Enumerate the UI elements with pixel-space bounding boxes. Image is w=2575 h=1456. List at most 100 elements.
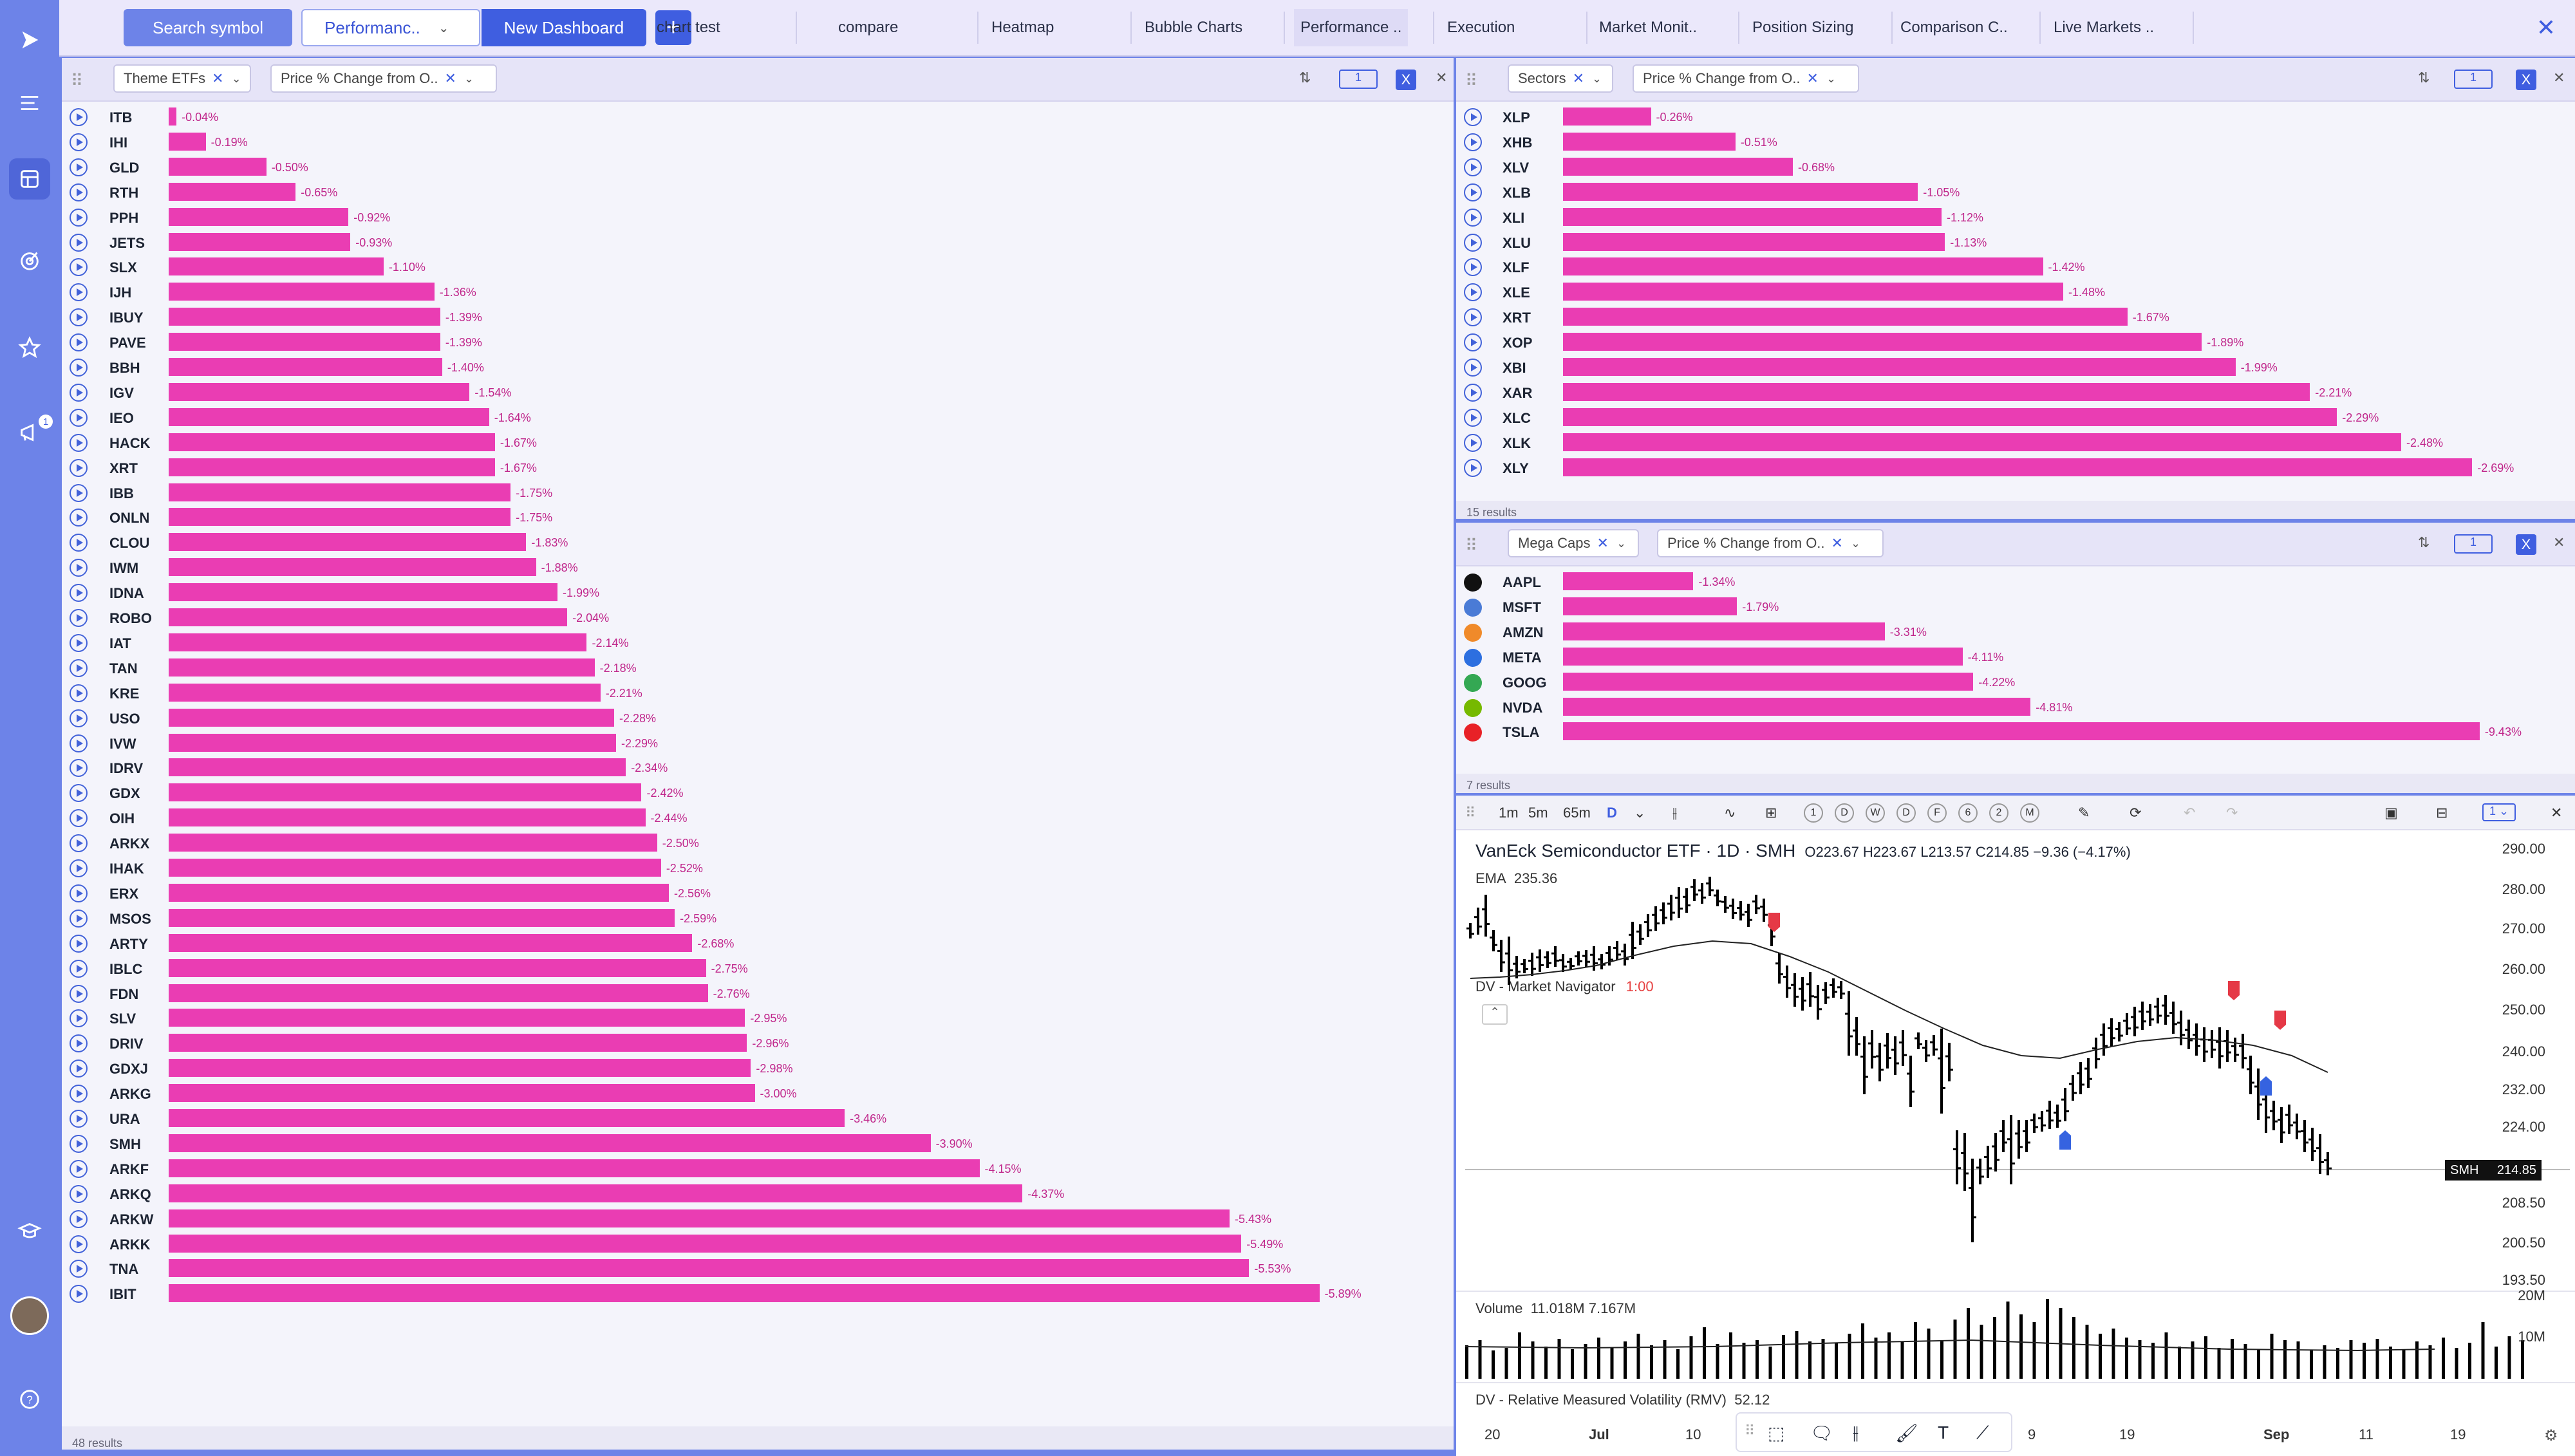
list-item[interactable]: IDNA -1.99% bbox=[62, 580, 1454, 605]
range-button[interactable]: M bbox=[2020, 803, 2039, 823]
interval-5m[interactable]: 5m bbox=[1528, 805, 1548, 821]
list-item[interactable]: MSFT -1.79% bbox=[1456, 594, 2575, 619]
list-item[interactable]: XRT -1.67% bbox=[62, 455, 1454, 480]
list-item[interactable]: ARKW -5.43% bbox=[62, 1206, 1454, 1231]
sectors-filter[interactable]: Sectors ✕ ⌄ bbox=[1508, 64, 1613, 93]
link-group-select[interactable]: 1 bbox=[2454, 534, 2493, 554]
play-icon[interactable] bbox=[1464, 359, 1482, 377]
play-icon[interactable] bbox=[1464, 308, 1482, 327]
list-item[interactable]: PPH -0.92% bbox=[62, 205, 1454, 230]
logo-play-icon[interactable] bbox=[9, 19, 50, 61]
avatar[interactable] bbox=[10, 1296, 49, 1335]
list-item[interactable]: XLI -1.12% bbox=[1456, 205, 2575, 230]
list-item[interactable]: IDRV -2.34% bbox=[62, 755, 1454, 780]
list-item[interactable]: GDX -2.42% bbox=[62, 780, 1454, 805]
play-icon[interactable] bbox=[70, 1260, 88, 1278]
price-plot[interactable] bbox=[1456, 796, 2575, 1456]
list-item[interactable]: TSLA -9.43% bbox=[1456, 719, 2575, 744]
remove-icon[interactable]: ✕ bbox=[1806, 70, 1819, 86]
list-item[interactable]: KRE -2.21% bbox=[62, 680, 1454, 705]
play-icon[interactable] bbox=[1464, 158, 1482, 176]
list-item[interactable]: XLY -2.69% bbox=[1456, 455, 2575, 480]
list-item[interactable]: XLF -1.42% bbox=[1456, 254, 2575, 279]
tab-execution[interactable]: Execution bbox=[1447, 19, 1515, 36]
list-item[interactable]: GLD -0.50% bbox=[62, 154, 1454, 180]
range-button[interactable]: F bbox=[1927, 803, 1947, 823]
range-button[interactable]: D bbox=[1896, 803, 1916, 823]
list-item[interactable]: XBI -1.99% bbox=[1456, 355, 2575, 380]
play-icon[interactable] bbox=[70, 408, 88, 427]
tab-compare[interactable]: compare bbox=[838, 19, 899, 36]
tab-bubble-charts[interactable]: Bubble Charts bbox=[1145, 19, 1243, 36]
play-icon[interactable] bbox=[70, 759, 88, 778]
play-icon[interactable] bbox=[1464, 383, 1482, 402]
play-icon[interactable] bbox=[1464, 283, 1482, 302]
drag-handle-icon[interactable]: ⠿ bbox=[1465, 536, 1478, 555]
play-icon[interactable] bbox=[70, 1184, 88, 1203]
indicators-icon[interactable]: ∿ bbox=[1724, 805, 1736, 821]
list-item[interactable]: SMH -3.90% bbox=[62, 1131, 1454, 1156]
list-item[interactable]: ARTY -2.68% bbox=[62, 931, 1454, 956]
list-item[interactable]: ARKQ -4.37% bbox=[62, 1181, 1454, 1206]
play-icon[interactable] bbox=[1464, 408, 1482, 427]
metric-filter[interactable]: Price % Change from O.. ✕ ⌄ bbox=[1657, 529, 1884, 557]
x-share-icon[interactable]: X bbox=[2516, 70, 2536, 90]
list-item[interactable]: IHAK -2.52% bbox=[62, 855, 1454, 881]
play-icon[interactable] bbox=[70, 283, 88, 302]
remove-icon[interactable]: ✕ bbox=[1572, 70, 1585, 86]
tab-market-monit-[interactable]: Market Monit.. bbox=[1599, 19, 1698, 36]
play-icon[interactable] bbox=[70, 509, 88, 527]
announcement-icon[interactable] bbox=[9, 412, 50, 453]
list-item[interactable]: IGV -1.54% bbox=[62, 380, 1454, 405]
play-icon[interactable] bbox=[70, 233, 88, 252]
x-share-icon[interactable]: X bbox=[2516, 534, 2536, 555]
list-item[interactable]: SLV -2.95% bbox=[62, 1005, 1454, 1031]
candle-tool-icon[interactable]: ⫲ bbox=[1853, 1423, 1859, 1442]
mega-caps-filter[interactable]: Mega Caps ✕ ⌄ bbox=[1508, 529, 1639, 557]
list-item[interactable]: XLV -0.68% bbox=[1456, 154, 2575, 180]
remove-icon[interactable]: ✕ bbox=[212, 70, 224, 86]
list-item[interactable]: TNA -5.53% bbox=[62, 1256, 1454, 1281]
interval-d[interactable]: D bbox=[1607, 805, 1617, 821]
undo-icon[interactable]: ↶ bbox=[2184, 805, 2196, 821]
radar-icon[interactable] bbox=[9, 239, 50, 281]
play-icon[interactable] bbox=[70, 734, 88, 752]
close-panel-icon[interactable]: ✕ bbox=[1436, 70, 1448, 86]
menu-icon[interactable] bbox=[9, 82, 50, 124]
list-item[interactable]: BBH -1.40% bbox=[62, 355, 1454, 380]
redo-icon[interactable]: ↷ bbox=[2226, 805, 2238, 821]
play-icon[interactable] bbox=[70, 1285, 88, 1303]
sort-icon[interactable]: ⇅ bbox=[2418, 70, 2430, 86]
range-button[interactable]: W bbox=[1866, 803, 1885, 823]
list-item[interactable]: GOOG -4.22% bbox=[1456, 669, 2575, 695]
play-icon[interactable] bbox=[70, 333, 88, 352]
play-icon[interactable] bbox=[70, 809, 88, 828]
play-icon[interactable] bbox=[70, 1159, 88, 1178]
list-item[interactable]: SLX -1.10% bbox=[62, 254, 1454, 279]
close-icon[interactable]: ✕ bbox=[2536, 14, 2556, 41]
list-item[interactable]: GDXJ -2.98% bbox=[62, 1056, 1454, 1081]
list-item[interactable]: CLOU -1.83% bbox=[62, 530, 1454, 555]
list-item[interactable]: FDN -2.76% bbox=[62, 981, 1454, 1006]
tab-heatmap[interactable]: Heatmap bbox=[991, 19, 1054, 36]
play-icon[interactable] bbox=[70, 1235, 88, 1253]
help-icon[interactable]: ? bbox=[9, 1379, 50, 1420]
line-tool-icon[interactable]: ⟋ bbox=[1976, 1423, 1989, 1442]
play-icon[interactable] bbox=[70, 909, 88, 928]
play-icon[interactable] bbox=[70, 684, 88, 702]
play-icon[interactable] bbox=[70, 534, 88, 552]
list-item[interactable]: IWM -1.88% bbox=[62, 555, 1454, 580]
list-item[interactable]: ROBO -2.04% bbox=[62, 605, 1454, 630]
play-icon[interactable] bbox=[70, 1085, 88, 1103]
play-icon[interactable] bbox=[70, 834, 88, 853]
play-icon[interactable] bbox=[1464, 208, 1482, 227]
star-icon[interactable] bbox=[9, 327, 50, 368]
list-item[interactable]: ERX -2.56% bbox=[62, 881, 1454, 906]
list-item[interactable]: MSOS -2.59% bbox=[62, 906, 1454, 931]
tab-live-markets-[interactable]: Live Markets .. bbox=[2054, 19, 2155, 36]
play-icon[interactable] bbox=[70, 959, 88, 978]
list-item[interactable]: TAN -2.18% bbox=[62, 655, 1454, 680]
add-dashboard-button[interactable]: + bbox=[655, 10, 691, 45]
text-tool-icon[interactable]: T bbox=[1938, 1423, 1949, 1442]
play-icon[interactable] bbox=[70, 1134, 88, 1153]
